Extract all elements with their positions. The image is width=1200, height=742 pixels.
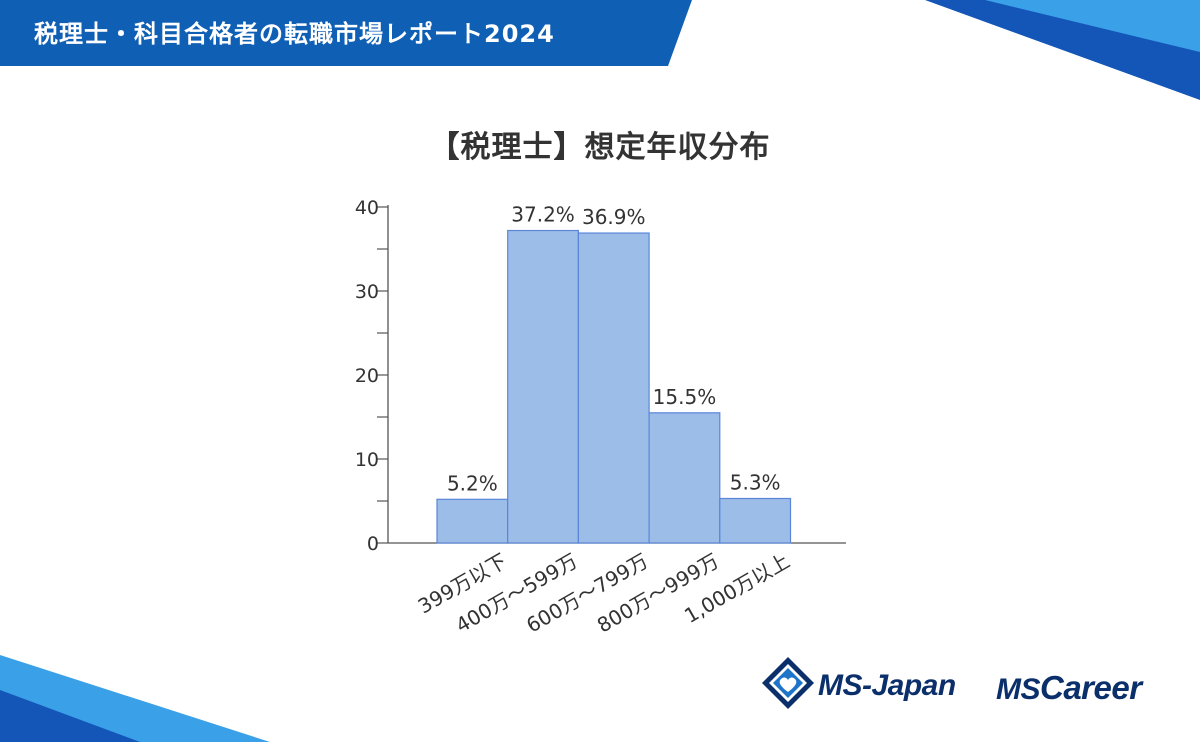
ms-japan-brand: MS-Japan [760,655,980,725]
ms-career-wordmark: MSCareer [996,669,1142,707]
bar-data-label: 15.5% [653,385,717,409]
y-tick-label: 20 [355,365,379,387]
chart-title: 【税理士】想定年収分布 [429,130,771,165]
bar-data-label: 36.9% [582,205,646,229]
ms-career-prefix: MS [996,673,1041,706]
bar [577,232,650,544]
top-right-stripe-light [985,0,1200,52]
bar-data-label: 5.2% [447,471,498,495]
bar [507,229,580,544]
report-title: 税理士・科目合格者の転職市場レポート2024 [34,20,555,48]
bar [719,497,792,544]
y-tick-label: 10 [355,449,379,471]
ms-japan-wordmark: MS-Japan [818,669,956,702]
bar-data-label: 5.3% [730,470,781,494]
bottom-left-stripe-dark [0,690,140,742]
bar-data-label: 37.2% [511,203,575,227]
diamond-heart-logo-icon [762,657,814,709]
y-tick-label: 40 [355,197,379,219]
ms-career-brand: MSCareer [996,655,1176,725]
y-tick-label: 30 [355,281,379,303]
y-tick-label: 0 [367,533,379,555]
ms-career-suffix: Career [1040,669,1142,706]
bar [436,498,509,544]
bar [648,412,721,544]
header-band [0,0,692,66]
